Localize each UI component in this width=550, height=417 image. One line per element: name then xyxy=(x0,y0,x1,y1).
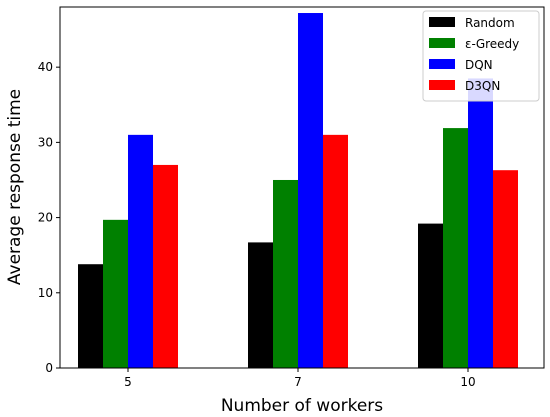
legend-swatch-random xyxy=(429,17,455,27)
y-tick-label: 40 xyxy=(38,60,53,74)
bar-random-7 xyxy=(248,242,273,368)
legend-swatch--greedy xyxy=(429,38,455,48)
bar-d3qn-5 xyxy=(153,164,178,368)
bar-dqn-10 xyxy=(468,78,493,369)
legend-swatch-d3qn xyxy=(429,80,455,90)
bar-dqn-7 xyxy=(298,13,323,369)
bar-dqn-5 xyxy=(128,134,153,368)
legend-label: ε-Greedy xyxy=(465,37,519,51)
bar--greedy-7 xyxy=(273,179,298,368)
x-tick-label: 10 xyxy=(460,375,475,389)
bar-d3qn-7 xyxy=(323,134,348,368)
y-axis-label: Average response time xyxy=(5,89,25,285)
legend-label: D3QN xyxy=(465,79,500,93)
plot-frame xyxy=(59,6,545,369)
y-tick-label: 10 xyxy=(38,286,53,300)
legend-label: Random xyxy=(465,16,515,30)
legend: Random ε-Greedy DQN D3QN xyxy=(422,10,540,102)
bar-d3qn-10 xyxy=(493,170,518,368)
legend-label: DQN xyxy=(465,58,493,72)
legend-frame xyxy=(422,10,540,102)
bar--greedy-5 xyxy=(103,219,128,368)
x-axis-label: Number of workers xyxy=(221,396,383,416)
legend-swatch-dqn xyxy=(429,59,455,69)
y-tick-label: 0 xyxy=(45,361,53,375)
x-tick-label: 7 xyxy=(294,375,302,389)
bar--greedy-10 xyxy=(443,128,468,368)
y-tick-label: 30 xyxy=(38,135,53,149)
y-tick-label: 20 xyxy=(38,211,53,225)
x-tick-label: 5 xyxy=(124,375,132,389)
bars-layer xyxy=(78,13,518,369)
bar-random-10 xyxy=(418,223,443,368)
bar-random-5 xyxy=(78,264,103,368)
axes-layer: 5 7 10 0 10 20 30 40 xyxy=(38,60,476,389)
